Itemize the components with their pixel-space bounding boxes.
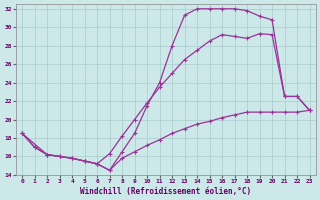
X-axis label: Windchill (Refroidissement éolien,°C): Windchill (Refroidissement éolien,°C) (80, 187, 252, 196)
